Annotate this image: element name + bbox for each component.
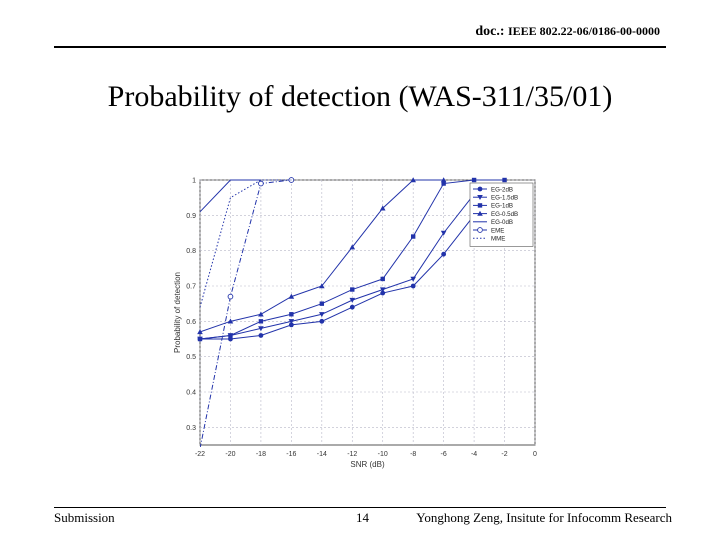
data-point	[197, 329, 203, 335]
legend-marker	[477, 210, 483, 216]
x-tick-label: -16	[286, 451, 296, 458]
x-tick-label: -20	[225, 451, 235, 458]
legend-marker	[477, 227, 483, 233]
data-point	[410, 283, 416, 289]
data-point	[227, 318, 234, 324]
data-point	[258, 311, 264, 317]
data-point	[258, 326, 264, 332]
data-point	[288, 293, 295, 299]
data-point	[289, 312, 294, 317]
x-tick-label: -18	[256, 451, 266, 458]
x-tick-label: -4	[471, 451, 477, 458]
series-line	[200, 179, 261, 213]
legend-label: MME	[491, 236, 505, 243]
data-point	[410, 276, 416, 282]
series-line	[200, 179, 292, 308]
x-tick-label: -2	[501, 451, 507, 458]
data-point	[197, 336, 203, 342]
x-tick-label: -12	[347, 451, 357, 458]
data-point	[471, 177, 477, 183]
y-tick-label: 0.9	[186, 213, 196, 220]
data-point	[440, 230, 447, 236]
legend-marker	[477, 203, 483, 208]
y-tick-label: 0.3	[186, 425, 196, 432]
y-tick-label: 0.4	[186, 390, 196, 397]
doc-prefix: doc.:	[475, 24, 505, 39]
x-tick-label: -6	[441, 451, 447, 458]
data-point	[441, 181, 446, 186]
x-tick-label: 0	[533, 451, 537, 458]
legend-label: EG-0dB	[491, 219, 513, 226]
data-point	[258, 319, 264, 324]
x-tick-label: -14	[317, 451, 327, 458]
header-rule	[54, 46, 666, 48]
doc-id: IEEE 802.22-06/0186-00-0000	[507, 24, 660, 38]
data-point	[319, 283, 325, 289]
x-tick-label: -8	[410, 451, 416, 458]
y-tick-label: 0.8	[186, 248, 196, 255]
data-point	[319, 318, 325, 324]
footer-author: Yonghong Zeng, Insitute for Infocomm Res…	[416, 510, 672, 525]
series-line	[200, 179, 292, 447]
y-tick-label: 0.6	[186, 319, 196, 326]
data-point	[258, 180, 264, 187]
legend-label: EG-1.5dB	[491, 195, 518, 202]
data-point	[440, 177, 447, 183]
data-point	[502, 177, 507, 183]
data-point	[350, 287, 355, 292]
legend-label: EG-0.5dB	[491, 211, 518, 218]
data-point	[228, 336, 233, 342]
x-axis-label: SNR (dB)	[350, 460, 385, 469]
series-line	[200, 215, 475, 340]
legend-label: EG-1dB	[491, 203, 513, 210]
data-point	[349, 244, 356, 250]
data-point	[410, 234, 416, 239]
doc-header: doc.: IEEE 802.22-06/0186-00-0000	[475, 24, 660, 40]
data-point	[379, 205, 386, 211]
legend-label: EG-2dB	[491, 186, 513, 193]
data-point	[380, 276, 385, 282]
detection-chart: -22 -20 -18 -16 -14 -12 -10 -8 -6 -4 -2 00.30.40.50…	[173, 177, 537, 469]
data-point	[288, 322, 294, 328]
data-point	[379, 287, 386, 293]
data-point	[410, 177, 416, 183]
legend-label: EME	[491, 227, 504, 234]
legend-marker	[477, 195, 483, 200]
x-tick-label: -22	[195, 451, 205, 458]
data-point	[441, 251, 447, 257]
data-point	[288, 319, 295, 325]
data-point	[227, 293, 234, 300]
series-line	[200, 193, 475, 340]
x-tick-label: -10	[378, 451, 388, 458]
data-point	[380, 290, 386, 296]
footer-submission: Submission	[54, 510, 115, 525]
data-point	[258, 333, 264, 338]
data-point	[349, 297, 356, 303]
y-tick-label: 0.7	[186, 284, 196, 291]
footer-page-number: 14	[356, 510, 369, 525]
data-point	[228, 333, 233, 338]
y-axis-label: Probability of detection	[173, 272, 182, 353]
data-point	[319, 312, 325, 318]
slide-title: Probability of detection (WAS-311/35/01)	[107, 80, 613, 113]
y-tick-label: 0.5	[186, 354, 196, 361]
data-point	[288, 177, 295, 183]
y-tick-label: 1	[192, 178, 196, 185]
footer-rule	[54, 507, 666, 508]
legend-marker	[477, 186, 483, 192]
data-point	[349, 304, 355, 310]
data-point	[319, 301, 325, 306]
